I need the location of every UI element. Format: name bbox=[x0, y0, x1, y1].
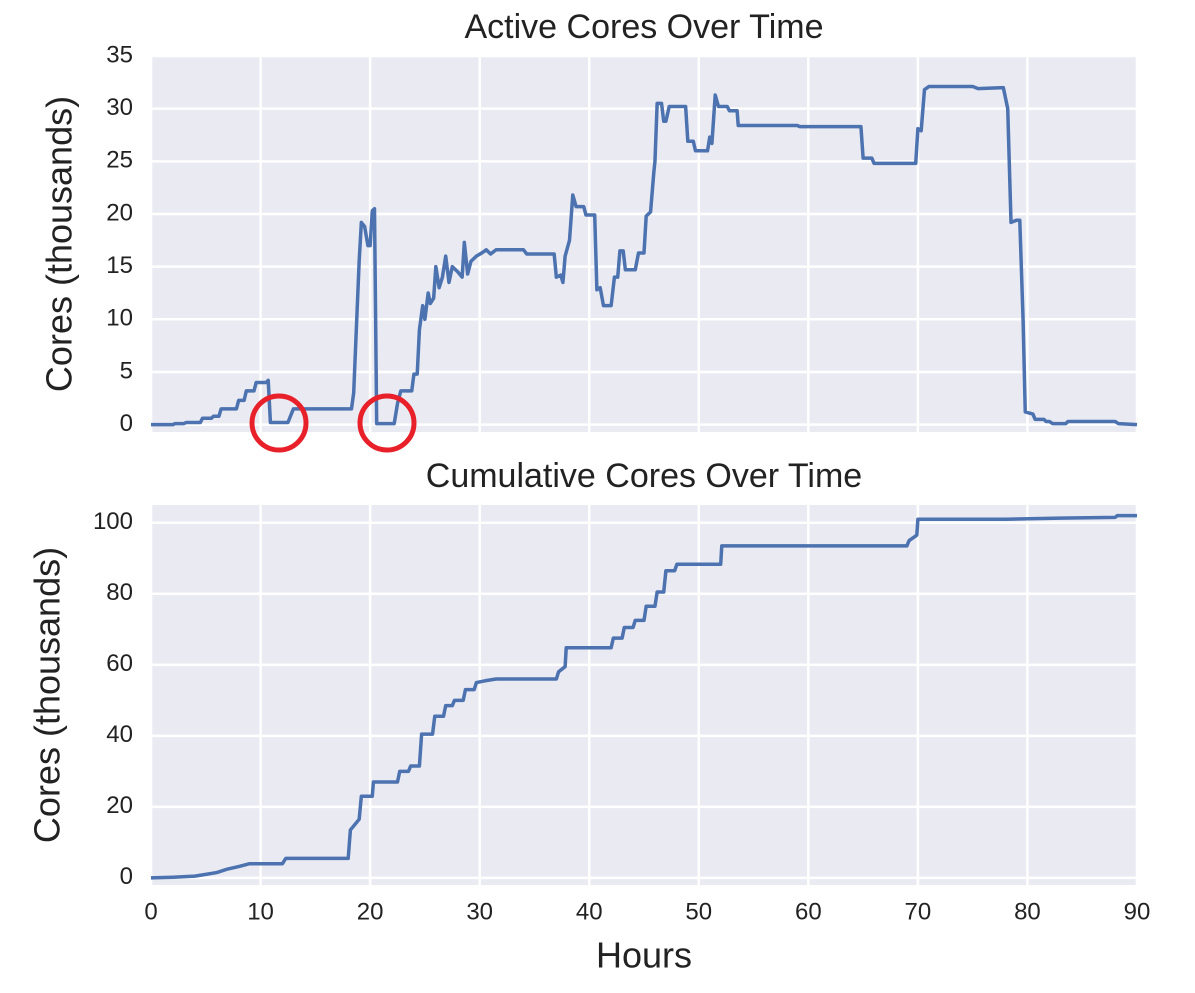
data-line bbox=[151, 84, 1138, 427]
x-tick-label: 80 bbox=[1014, 898, 1041, 925]
y-tick-label: 20 bbox=[106, 792, 133, 819]
plots: 0 5 10 15 20 25 30 35 Active Cores Over Time Core… bbox=[27, 8, 1151, 976]
chart-title: Cumulative Cores Over Time bbox=[426, 457, 862, 495]
y-tick-label: 25 bbox=[106, 147, 133, 174]
y-axis-label: Cores (thousands) bbox=[27, 547, 68, 843]
x-tick-label: 20 bbox=[357, 898, 384, 925]
x-tick-label: 60 bbox=[795, 898, 822, 925]
y-tick-label: 15 bbox=[106, 252, 133, 279]
y-tick-label: 60 bbox=[106, 650, 133, 677]
y-tick-label: 20 bbox=[106, 199, 133, 226]
y-tick-label: 35 bbox=[106, 41, 133, 68]
y-tick-label: 10 bbox=[106, 305, 133, 332]
y-tick-label: 80 bbox=[106, 579, 133, 606]
x-tick-label: 90 bbox=[1124, 898, 1151, 925]
y-tick-label: 100 bbox=[93, 508, 133, 535]
x-tick-label: 50 bbox=[685, 898, 712, 925]
y-tick-label: 40 bbox=[106, 721, 133, 748]
x-axis-label: Hours bbox=[596, 935, 692, 976]
chart-title: Active Cores Over Time bbox=[465, 8, 824, 46]
y-tick-label: 5 bbox=[120, 357, 133, 384]
data-line bbox=[150, 513, 1137, 880]
x-tick-label: 40 bbox=[576, 898, 603, 925]
y-tick-label: 30 bbox=[106, 94, 133, 121]
y-tick-label: 0 bbox=[120, 863, 133, 890]
highlight-circle bbox=[357, 393, 417, 453]
x-tick-label: 30 bbox=[466, 898, 493, 925]
y-tick-label: 0 bbox=[120, 410, 133, 437]
highlight-circle bbox=[249, 393, 309, 453]
y-axis-label: Cores (thousands) bbox=[39, 96, 80, 392]
x-tick-label: 0 bbox=[144, 898, 157, 925]
plot-area bbox=[151, 505, 1137, 885]
x-tick-label: 70 bbox=[905, 898, 932, 925]
x-tick-label: 10 bbox=[247, 898, 274, 925]
